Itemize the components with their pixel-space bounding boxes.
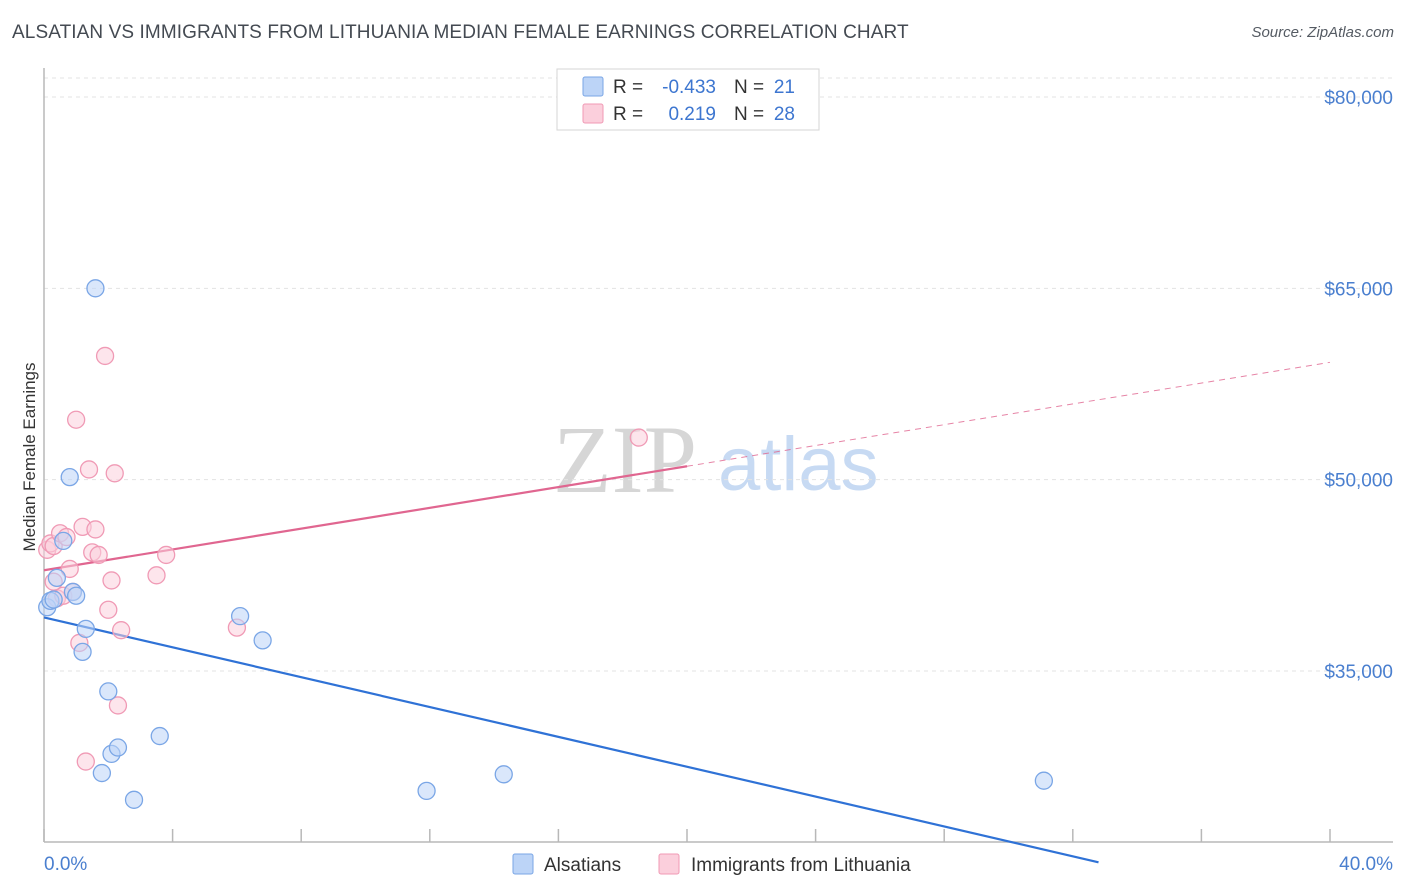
legend-r-label-2: R = [613, 104, 643, 125]
y-tick-labels: $35,000 $50,000 $65,000 $80,000 [1324, 88, 1393, 683]
point-lithuania [99, 600, 118, 619]
point-alsatians [76, 619, 95, 639]
x-tick-label-min: 0.0% [44, 854, 87, 875]
point-lithuania [147, 566, 166, 585]
trend-lines [43, 361, 1331, 864]
point-alsatians [253, 631, 272, 650]
trend-line-lithuania-projection [686, 361, 1331, 467]
point-alsatians [54, 531, 73, 551]
point-alsatians [67, 586, 86, 605]
point-alsatians [150, 726, 169, 746]
legend-n-label-2: N = [734, 104, 764, 125]
point-alsatians [86, 279, 105, 298]
series-legend-label-lithuania: Immigrants from Lithuania [691, 855, 911, 876]
point-lithuania [157, 545, 176, 565]
point-lithuania [67, 410, 86, 429]
y-tick-label: $50,000 [1324, 471, 1393, 492]
y-axis-label: Median Female Earnings [20, 363, 39, 552]
point-alsatians [60, 467, 79, 487]
point-lithuania [105, 464, 124, 483]
y-tick-label: $80,000 [1324, 88, 1393, 109]
point-lithuania [629, 428, 648, 447]
watermark-atlas: atlas [718, 422, 879, 507]
legend-r-value-2: 0.219 [668, 104, 716, 125]
point-lithuania [76, 752, 95, 771]
legend-n-value-2: 28 [774, 104, 795, 125]
x-tick-label-max: 40.0% [1339, 854, 1393, 875]
legend-n-value-1: 21 [774, 77, 795, 98]
point-lithuania [108, 696, 128, 715]
series-legend-swatch-lithuania [658, 853, 680, 875]
point-alsatians [124, 790, 144, 809]
point-alsatians [99, 682, 118, 701]
data-points [38, 279, 1054, 809]
legend-swatch-blue [582, 76, 604, 97]
axes [43, 68, 1393, 843]
point-alsatians [1034, 771, 1054, 790]
y-tick-label: $65,000 [1324, 279, 1393, 300]
legend-r-label-1: R = [613, 77, 643, 98]
trend-line-lithuania [43, 465, 688, 572]
source-label: Source: ZipAtlas.com [1251, 24, 1394, 41]
series-legend: Alsatians Immigrants from Lithuania [512, 853, 911, 876]
series-legend-swatch-alsatians [512, 853, 534, 875]
chart-title: ALSATIAN VS IMMIGRANTS FROM LITHUANIA ME… [12, 22, 909, 43]
legend-swatch-pink [582, 103, 604, 124]
point-lithuania [60, 559, 79, 579]
series-legend-label-alsatians: Alsatians [544, 855, 621, 876]
point-alsatians [108, 738, 128, 757]
point-alsatians [92, 763, 112, 783]
point-alsatians [44, 590, 63, 609]
point-lithuania [112, 621, 131, 640]
legend-n-label-1: N = [734, 77, 764, 98]
point-alsatians [47, 568, 67, 588]
point-alsatians [494, 765, 513, 784]
point-lithuania [95, 346, 115, 366]
point-lithuania [86, 520, 105, 539]
legend-r-value-1: -0.433 [662, 77, 716, 98]
point-lithuania [79, 460, 99, 479]
point-alsatians [73, 642, 92, 662]
point-alsatians [230, 607, 250, 626]
watermark-zip: ZIP [553, 406, 697, 513]
point-alsatians [417, 781, 436, 801]
correlation-legend: R = -0.433 N = 21 R = 0.219 N = 28 [556, 68, 820, 131]
trend-line-alsatians [43, 616, 1099, 864]
grid-lines [44, 77, 1393, 672]
point-lithuania [89, 545, 108, 565]
point-lithuania [102, 571, 121, 590]
y-tick-label: $35,000 [1324, 662, 1393, 683]
